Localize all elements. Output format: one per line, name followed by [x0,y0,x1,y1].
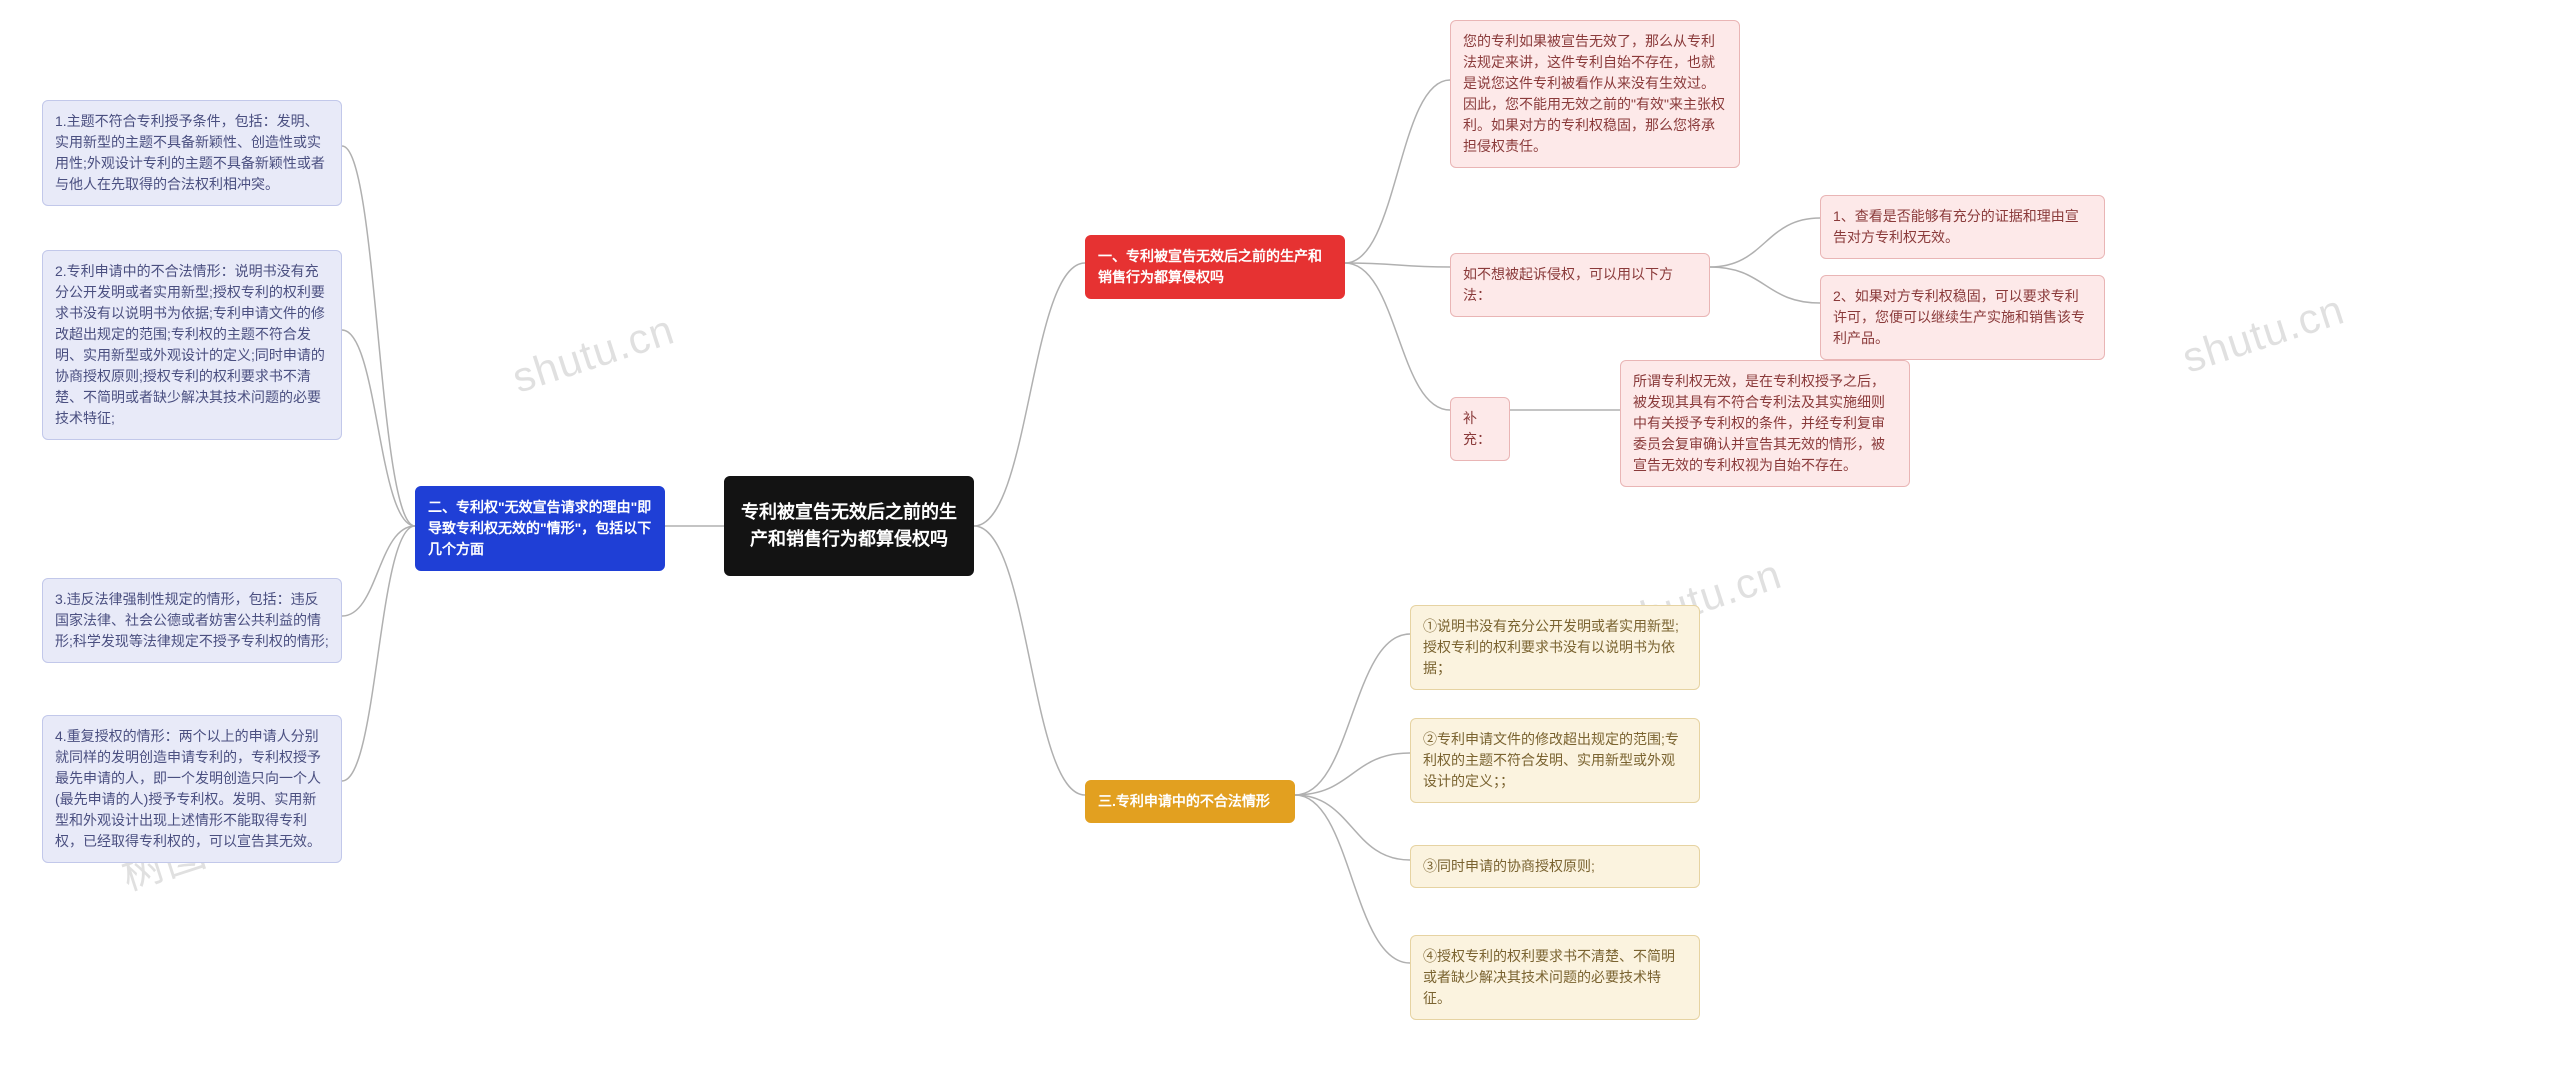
branch-0-child-1-child-0: 1、查看是否能够有充分的证据和理由宣告对方专利权无效。 [1820,195,2105,259]
watermark: shutu.cn [2177,285,2350,382]
branch-2-child-0: ①说明书没有充分公开发明或者实用新型;授权专利的权利要求书没有以说明书为依据； [1410,605,1700,690]
branch-2: 三.专利申请中的不合法情形 [1085,780,1295,823]
branch-0-child-2: 补充： [1450,397,1510,461]
branch-0-child-1: 如不想被起诉侵权，可以用以下方法： [1450,253,1710,317]
connector-layer [0,0,2560,1078]
branch-1-child-3: 4.重复授权的情形：两个以上的申请人分别就同样的发明创造申请专利的，专利权授予最… [42,715,342,863]
branch-1-child-2: 3.违反法律强制性规定的情形，包括：违反国家法律、社会公德或者妨害公共利益的情形… [42,578,342,663]
branch-1-child-0: 1.主题不符合专利授予条件，包括：发明、实用新型的主题不具备新颖性、创造性或实用… [42,100,342,206]
branch-0-child-0: 您的专利如果被宣告无效了，那么从专利法规定来讲，这件专利自始不存在，也就是说您这… [1450,20,1740,168]
branch-2-child-1: ②专利申请文件的修改超出规定的范围;专利权的主题不符合发明、实用新型或外观设计的… [1410,718,1700,803]
branch-2-child-2: ③同时申请的协商授权原则; [1410,845,1700,888]
watermark: shutu.cn [507,305,680,402]
branch-2-child-3: ④授权专利的权利要求书不清楚、不简明或者缺少解决其技术问题的必要技术特征。 [1410,935,1700,1020]
branch-1: 二、专利权"无效宣告请求的理由"即导致专利权无效的"情形"，包括以下几个方面 [415,486,665,571]
branch-0-child-1-child-1: 2、如果对方专利权稳固，可以要求专利许可，您便可以继续生产实施和销售该专利产品。 [1820,275,2105,360]
branch-1-child-1: 2.专利申请中的不合法情形：说明书没有充分公开发明或者实用新型;授权专利的权利要… [42,250,342,440]
branch-0-child-2-child-0: 所谓专利权无效，是在专利权授予之后，被发现其具有不符合专利法及其实施细则中有关授… [1620,360,1910,487]
root-node: 专利被宣告无效后之前的生产和销售行为都算侵权吗 [724,476,974,576]
branch-0: 一、专利被宣告无效后之前的生产和销售行为都算侵权吗 [1085,235,1345,299]
